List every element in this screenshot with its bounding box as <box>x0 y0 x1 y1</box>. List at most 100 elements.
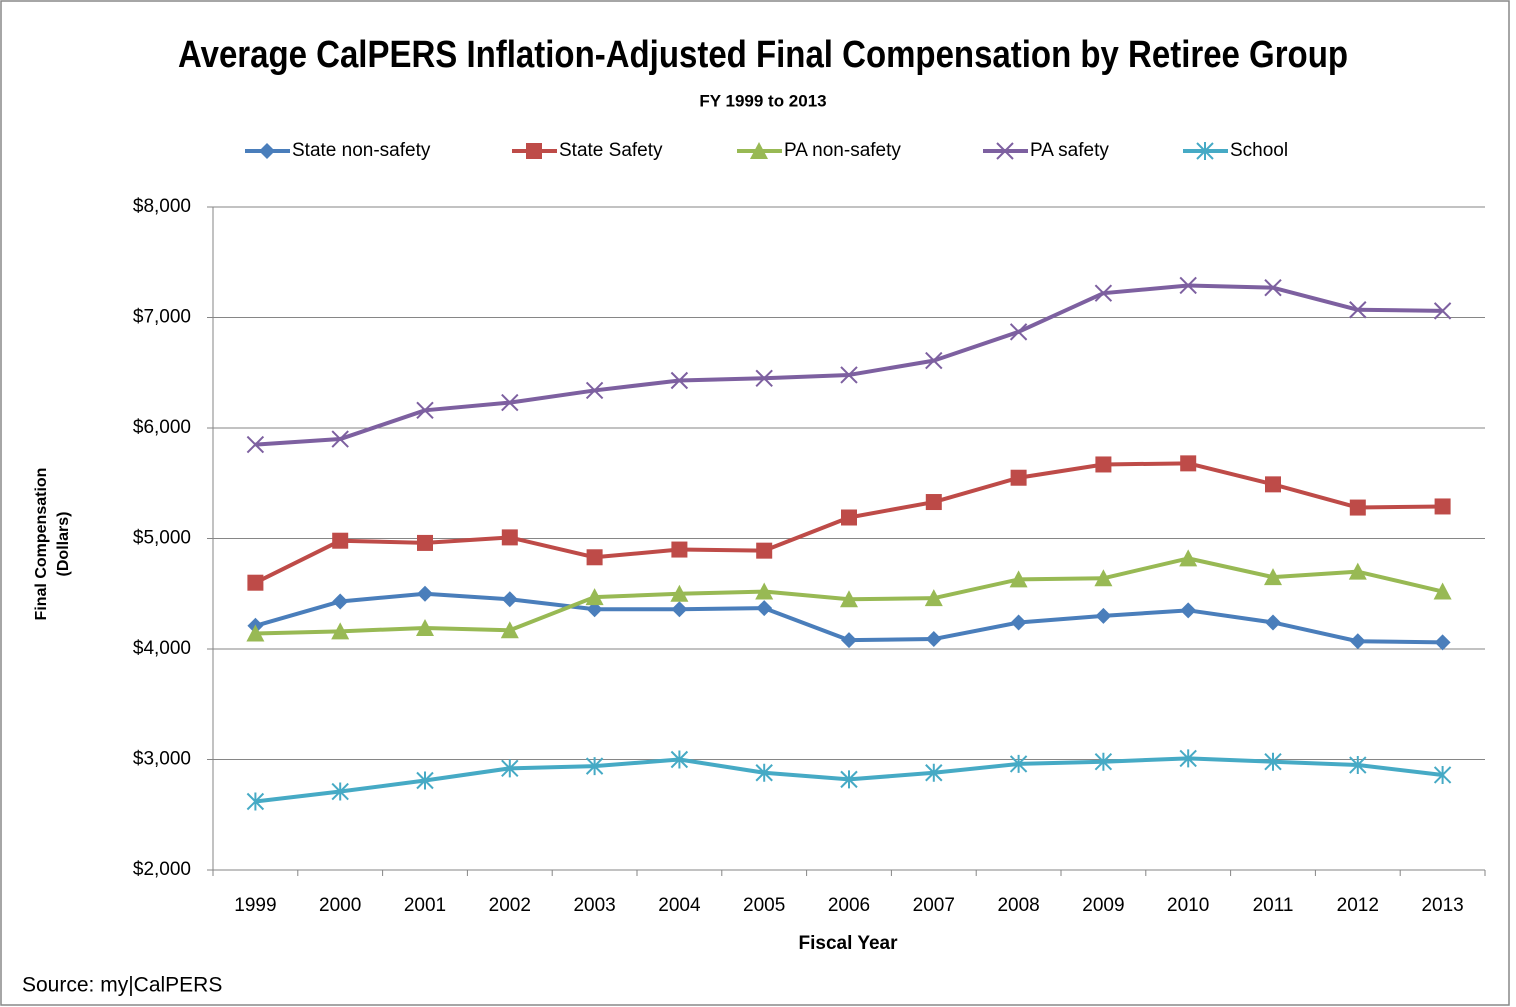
y-axis-label: (Dollars) <box>55 512 72 577</box>
data-point <box>671 601 688 618</box>
data-point <box>925 494 942 511</box>
data-point <box>840 590 858 608</box>
data-point <box>1094 284 1113 302</box>
data-point <box>1349 301 1367 319</box>
data-point <box>1349 756 1367 775</box>
data-point <box>840 770 858 789</box>
data-point <box>331 622 350 640</box>
data-point <box>1009 754 1028 773</box>
data-point <box>501 529 518 546</box>
legend-marker <box>1196 142 1214 160</box>
data-point <box>501 591 518 608</box>
data-point <box>924 589 943 607</box>
data-point <box>1095 607 1112 624</box>
data-point <box>1009 323 1028 341</box>
data-point <box>1179 276 1197 295</box>
data-point <box>671 541 688 558</box>
x-tick-label: 2004 <box>658 895 701 916</box>
data-point <box>1265 614 1281 631</box>
legend-label: State non-safety <box>292 140 431 161</box>
legend-label: PA safety <box>1030 140 1109 161</box>
data-point <box>331 430 349 448</box>
data-point <box>1094 752 1113 771</box>
legend-marker <box>750 142 768 159</box>
x-tick-label: 2008 <box>997 895 1039 916</box>
x-tick-label: 1999 <box>234 895 276 916</box>
data-point <box>416 619 434 637</box>
x-tick-label: 2012 <box>1337 895 1379 916</box>
data-point <box>416 771 434 790</box>
data-point <box>840 366 858 384</box>
data-point <box>925 763 943 782</box>
x-tick-label: 2002 <box>489 895 531 916</box>
data-point <box>1433 765 1452 784</box>
data-point <box>670 371 689 390</box>
data-point <box>1179 549 1198 567</box>
y-tick-label: $5,000 <box>133 528 191 549</box>
data-point <box>1434 498 1451 515</box>
x-tick-label: 2001 <box>404 895 446 916</box>
data-point <box>416 401 434 420</box>
y-tick-label: $8,000 <box>133 196 191 217</box>
legend-marker <box>526 143 542 159</box>
data-point <box>756 542 773 559</box>
x-tick-label: 2010 <box>1167 895 1209 916</box>
x-axis-label: Fiscal Year <box>799 933 899 954</box>
y-tick-label: $6,000 <box>133 417 191 438</box>
data-point <box>1433 302 1452 320</box>
data-point <box>585 381 604 400</box>
data-point <box>755 763 773 782</box>
data-point <box>585 757 604 776</box>
data-point <box>1434 634 1451 651</box>
chart-title: Average CalPERS Inflation-Adjusted Final… <box>178 34 1348 76</box>
data-point <box>586 601 603 618</box>
data-point <box>1349 633 1366 650</box>
y-tick-label: $4,000 <box>133 638 191 659</box>
data-point <box>670 750 689 769</box>
data-point <box>670 584 689 602</box>
data-point <box>500 621 519 639</box>
y-tick-label: $7,000 <box>133 307 191 328</box>
data-point <box>755 369 773 387</box>
data-point <box>585 588 604 606</box>
y-tick-label: $2,000 <box>133 859 191 880</box>
data-point <box>247 574 264 591</box>
data-point <box>1264 752 1282 771</box>
data-point <box>246 624 265 642</box>
x-tick-label: 2011 <box>1253 895 1294 916</box>
data-point <box>332 532 349 549</box>
data-point <box>1009 570 1028 588</box>
legend-marker <box>996 142 1014 160</box>
data-point <box>1349 499 1366 516</box>
data-point <box>1180 455 1197 472</box>
data-point <box>246 435 265 454</box>
data-point <box>1010 614 1027 631</box>
y-tick-label: $3,000 <box>133 749 191 770</box>
y-axis-label: Final Compensation <box>33 468 50 621</box>
legend-label: PA non-safety <box>784 140 901 161</box>
legend-label: School <box>1230 140 1288 161</box>
data-point <box>501 759 519 778</box>
data-point <box>501 393 519 412</box>
data-point <box>331 782 349 801</box>
data-point <box>1094 569 1113 587</box>
data-point <box>1010 469 1027 486</box>
legend-marker <box>259 143 275 159</box>
data-point <box>1348 562 1367 580</box>
data-point <box>246 792 265 811</box>
data-point <box>586 549 603 566</box>
data-point <box>1179 749 1197 768</box>
x-tick-label: 2009 <box>1082 895 1124 916</box>
chart-subtitle: FY 1999 to 2013 <box>699 91 826 110</box>
data-point <box>1095 456 1112 473</box>
data-point <box>756 600 773 617</box>
data-point <box>1264 278 1282 297</box>
x-tick-label: 2005 <box>743 895 785 916</box>
x-tick-label: 2006 <box>828 895 870 916</box>
data-point <box>925 351 943 370</box>
x-tick-label: 2000 <box>319 895 361 916</box>
data-point <box>417 585 433 602</box>
data-point <box>925 631 942 648</box>
